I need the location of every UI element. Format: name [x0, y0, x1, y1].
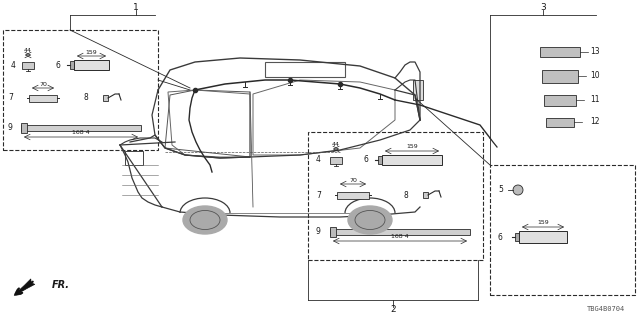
Bar [544, 94, 576, 106]
Text: 70: 70 [349, 178, 357, 182]
Text: 2: 2 [390, 306, 396, 315]
Text: 168 4: 168 4 [72, 131, 90, 135]
Bar [265, 62, 345, 77]
Text: 11: 11 [590, 95, 600, 105]
Bar [125, 151, 143, 165]
Text: 8: 8 [403, 190, 408, 199]
Bar [337, 191, 369, 198]
Text: 9: 9 [8, 124, 13, 132]
Bar [22, 61, 34, 68]
Bar [378, 156, 382, 164]
Text: 13: 13 [590, 47, 600, 57]
Bar [3, 30, 158, 150]
Bar [330, 229, 470, 235]
Text: 9: 9 [316, 228, 321, 236]
Text: 159: 159 [537, 220, 549, 226]
Bar [413, 80, 423, 100]
Bar [70, 61, 74, 69]
Text: 1: 1 [133, 3, 139, 12]
Text: 3: 3 [540, 3, 546, 12]
Bar [21, 123, 27, 133]
Text: TBG4B0704: TBG4B0704 [587, 306, 625, 312]
Bar [519, 231, 567, 243]
Bar [29, 94, 57, 101]
Text: 4: 4 [11, 60, 16, 69]
Bar [103, 95, 108, 101]
Text: 44: 44 [24, 49, 32, 53]
Text: 6: 6 [498, 233, 503, 242]
Bar [515, 233, 519, 241]
Bar [21, 125, 141, 131]
Text: 7: 7 [316, 190, 321, 199]
Bar [308, 132, 483, 260]
Text: 6: 6 [55, 60, 60, 69]
Bar [330, 156, 342, 164]
Bar [540, 47, 580, 57]
Text: 12: 12 [590, 117, 600, 126]
Text: 4: 4 [316, 156, 321, 164]
Ellipse shape [183, 206, 227, 234]
Bar [546, 117, 574, 126]
Circle shape [513, 185, 523, 195]
Bar [382, 155, 442, 165]
Text: 168 4: 168 4 [391, 235, 409, 239]
Text: 159: 159 [406, 145, 418, 149]
Bar [490, 165, 635, 295]
Bar [330, 227, 336, 237]
Text: 44: 44 [332, 142, 340, 148]
Bar [423, 192, 428, 198]
Bar [74, 60, 109, 70]
Ellipse shape [348, 206, 392, 234]
Text: 5: 5 [498, 186, 503, 195]
Text: 10: 10 [590, 71, 600, 81]
Text: 8: 8 [83, 93, 88, 102]
Text: 6: 6 [363, 156, 368, 164]
Text: 159: 159 [86, 50, 97, 54]
Text: 7: 7 [8, 93, 13, 102]
Text: FR.: FR. [52, 280, 70, 290]
Bar [542, 69, 578, 83]
Text: 70: 70 [39, 82, 47, 86]
